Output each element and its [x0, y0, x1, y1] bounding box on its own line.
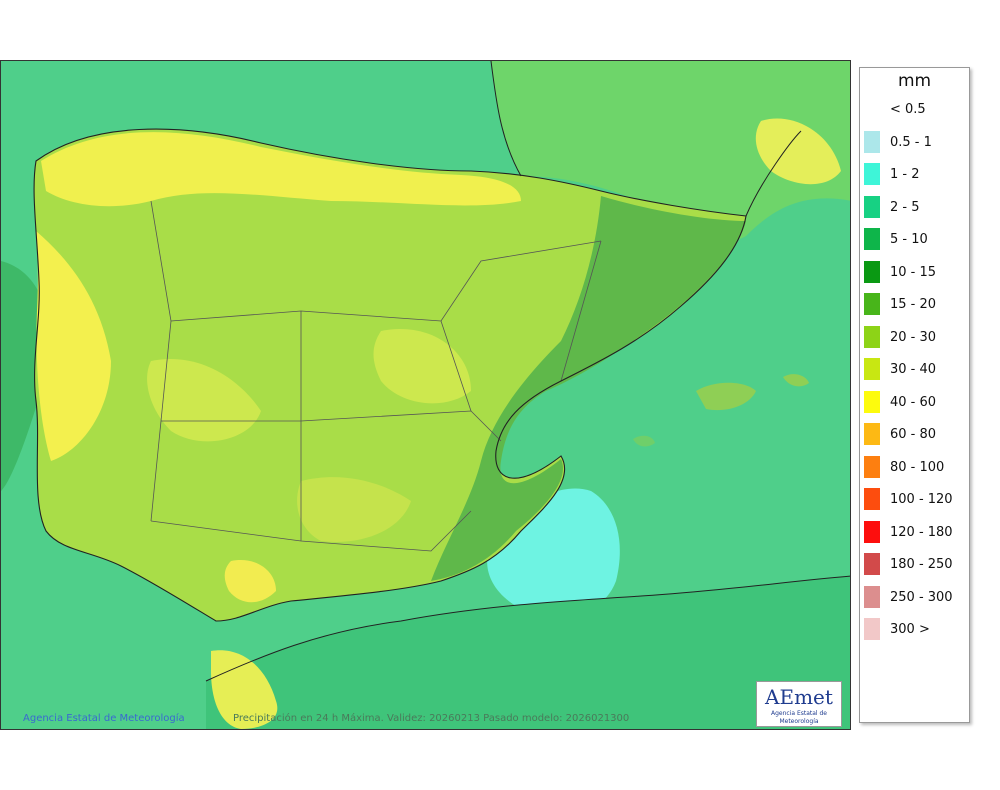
legend-item: 60 - 80 — [860, 423, 969, 445]
legend-item: 5 - 10 — [860, 228, 969, 250]
legend-item: 1 - 2 — [860, 163, 969, 185]
agency-credit: Agencia Estatal de Meteorología — [23, 713, 185, 724]
legend-swatch — [864, 293, 880, 315]
legend-item: 100 - 120 — [860, 488, 969, 510]
legend-item: 120 - 180 — [860, 520, 969, 543]
legend-item: 180 - 250 — [860, 553, 969, 575]
legend-label: 120 - 180 — [890, 524, 953, 540]
legend-swatch — [864, 520, 880, 543]
legend-swatch — [864, 585, 880, 608]
legend-label: 60 - 80 — [890, 427, 937, 442]
legend-swatch — [864, 98, 880, 120]
legend-label: 2 - 5 — [890, 199, 920, 215]
legend-swatch — [864, 358, 880, 380]
france-yellow-area — [755, 118, 841, 185]
france-med-coast — [745, 130, 802, 217]
legend-swatch — [864, 390, 880, 413]
legend-item: 0.5 - 1 — [860, 130, 969, 153]
legend-label: 20 - 30 — [890, 329, 937, 345]
legend-item: 250 - 300 — [860, 585, 969, 608]
region-borders — [150, 200, 602, 552]
legend-swatch — [864, 488, 880, 510]
africa-coastline — [205, 575, 850, 682]
coastline — [33, 128, 747, 622]
legend-item: < 0.5 — [860, 98, 969, 120]
aemet-logo-text: AEmet — [765, 685, 833, 709]
legend-item: 40 - 60 — [860, 390, 969, 413]
legend-item: 2 - 5 — [860, 195, 969, 218]
legend-label: 10 - 15 — [890, 264, 937, 280]
legend-item: 15 - 20 — [860, 293, 969, 315]
menorca — [783, 374, 809, 387]
legend-label: 30 - 40 — [890, 362, 937, 377]
france — [491, 61, 850, 242]
aemet-logo: AEmet Agencia Estatal de Meteorología — [756, 681, 842, 727]
central-east-area — [373, 329, 471, 404]
andalusia-area — [297, 477, 411, 542]
legend-item: 300 > — [860, 618, 969, 640]
africa-yellow-area — [211, 650, 278, 729]
legend-swatch — [864, 553, 880, 575]
cantabrian-yellow — [41, 132, 521, 207]
legend-swatch — [864, 260, 880, 283]
legend-swatch — [864, 195, 880, 218]
legend-swatch — [864, 618, 880, 640]
legend-label: 300 > — [890, 622, 930, 637]
legend-label: 250 - 300 — [890, 589, 953, 605]
legend-label: 40 - 60 — [890, 394, 937, 410]
legend-swatch — [864, 423, 880, 445]
ibiza — [633, 435, 655, 447]
legend-swatch — [864, 163, 880, 185]
mediterranean-coast-area — [431, 196, 746, 581]
legend-item: 20 - 30 — [860, 325, 969, 348]
legend-label: 1 - 2 — [890, 167, 920, 182]
france-border-coast — [490, 61, 522, 177]
legend-label: 0.5 - 1 — [890, 134, 932, 150]
legend-swatch — [864, 130, 880, 153]
legend-label: 15 - 20 — [890, 297, 937, 312]
north-africa — [206, 576, 850, 729]
portugal-yellow — [36, 231, 111, 461]
mallorca — [696, 382, 756, 411]
map-caption: Precipitación en 24 h Máxima. Validez: 2… — [233, 713, 630, 724]
legend-item: 30 - 40 — [860, 358, 969, 380]
legend-label: 80 - 100 — [890, 459, 945, 475]
precipitation-legend: mm < 0.5 0.5 - 1 1 - 2 2 - 5 5 - 10 10 - 15 15… — [859, 67, 970, 723]
legend-swatch — [864, 325, 880, 348]
legend-unit: mm — [897, 71, 932, 91]
map-canvas — [1, 61, 850, 729]
legend-item: 80 - 100 — [860, 455, 969, 478]
precipitation-map: Agencia Estatal de Meteorología Precipit… — [0, 60, 851, 730]
legend-label: 5 - 10 — [890, 232, 928, 247]
legend-label: 180 - 250 — [890, 557, 953, 572]
legend-label: 100 - 120 — [890, 492, 953, 507]
legend-label: < 0.5 — [890, 102, 926, 117]
aemet-logo-subtitle: Agencia Estatal de Meteorología — [770, 710, 827, 725]
legend-swatch — [864, 228, 880, 250]
legend-item: 10 - 15 — [860, 260, 969, 283]
legend-swatch — [864, 455, 880, 478]
south-yellow-area — [224, 560, 276, 603]
